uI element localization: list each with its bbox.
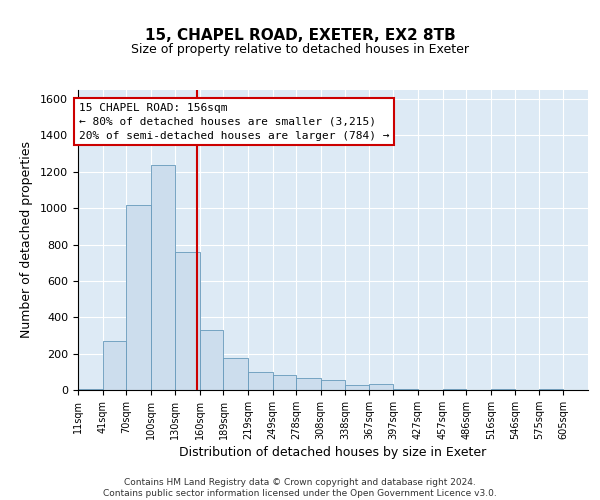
Y-axis label: Number of detached properties: Number of detached properties — [20, 142, 33, 338]
Text: 15, CHAPEL ROAD, EXETER, EX2 8TB: 15, CHAPEL ROAD, EXETER, EX2 8TB — [145, 28, 455, 42]
Bar — [321, 380, 345, 390]
Text: Size of property relative to detached houses in Exeter: Size of property relative to detached ho… — [131, 42, 469, 56]
Text: 15 CHAPEL ROAD: 156sqm
← 80% of detached houses are smaller (3,215)
20% of semi-: 15 CHAPEL ROAD: 156sqm ← 80% of detached… — [79, 102, 389, 141]
Bar — [491, 389, 515, 390]
Bar — [394, 389, 418, 390]
Bar — [151, 164, 175, 390]
Bar — [126, 204, 151, 390]
Bar — [443, 389, 466, 390]
Bar — [200, 330, 223, 390]
Bar — [272, 376, 296, 390]
Text: Contains HM Land Registry data © Crown copyright and database right 2024.
Contai: Contains HM Land Registry data © Crown c… — [103, 478, 497, 498]
Bar — [539, 389, 563, 390]
Bar — [296, 378, 321, 390]
Bar — [175, 252, 200, 390]
Bar — [78, 389, 103, 390]
Bar — [103, 341, 126, 390]
Bar — [248, 372, 272, 390]
Bar — [345, 386, 369, 390]
Bar — [223, 358, 248, 390]
X-axis label: Distribution of detached houses by size in Exeter: Distribution of detached houses by size … — [179, 446, 487, 459]
Bar — [369, 384, 394, 390]
